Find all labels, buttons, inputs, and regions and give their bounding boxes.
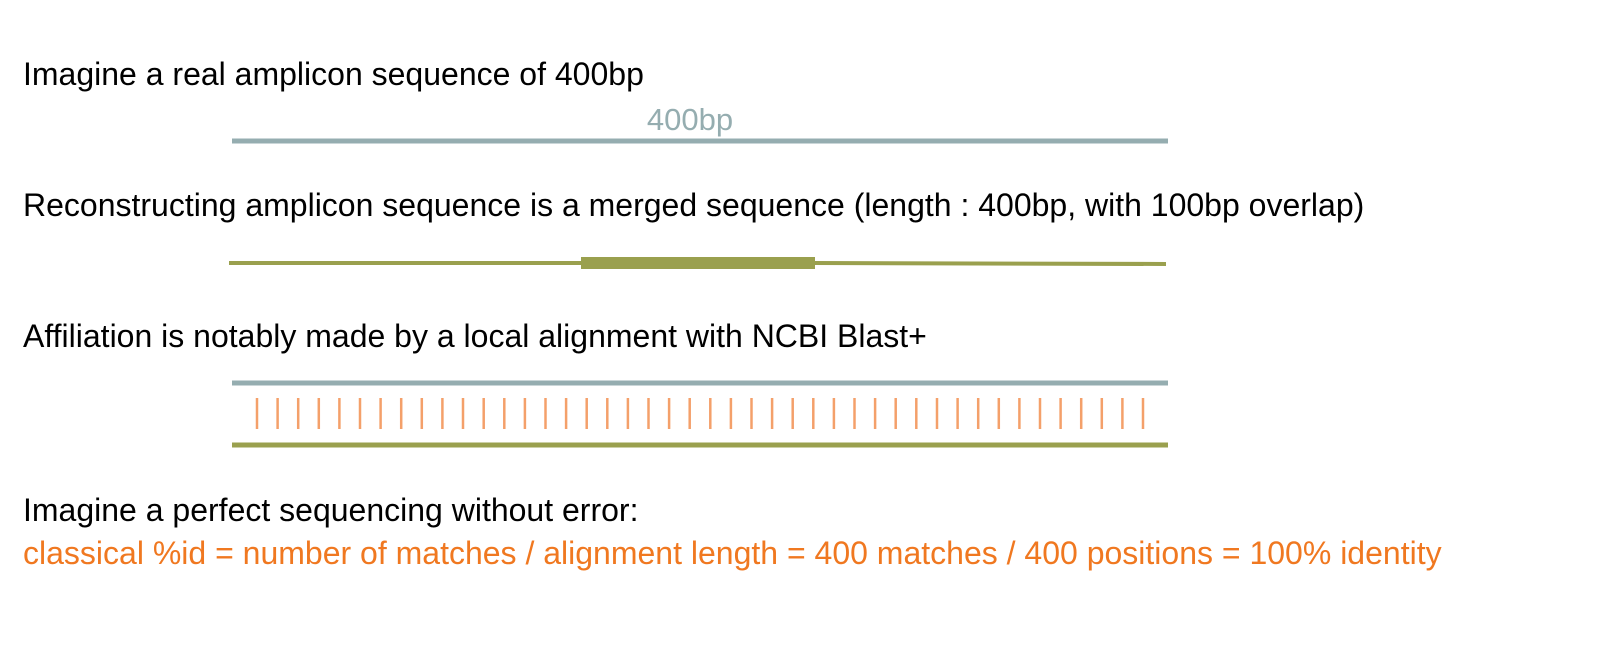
alignment-match-ticks <box>255 398 1145 429</box>
real-sequence-length-label: 400bp <box>646 102 734 137</box>
real-amplicon-caption: Imagine a real amplicon sequence of 400b… <box>23 56 644 92</box>
reconstructing-caption: Reconstructing amplicon sequence is a me… <box>23 187 1365 223</box>
identity-formula: classical %id = number of matches / alig… <box>23 535 1442 571</box>
merged-read-right <box>813 261 1167 266</box>
perfect-sequencing-caption: Imagine a perfect sequencing without err… <box>23 492 639 528</box>
merged-overlap-segment <box>581 257 815 269</box>
affiliation-caption: Affiliation is notably made by a local a… <box>23 318 927 354</box>
